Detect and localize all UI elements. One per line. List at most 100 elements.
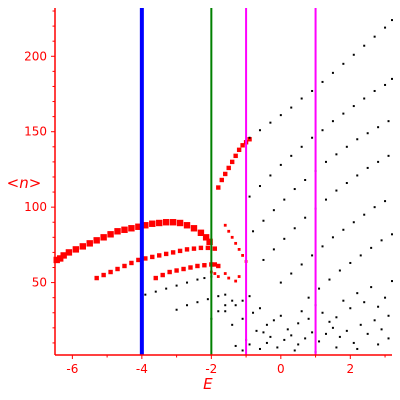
data-point <box>279 114 282 117</box>
data-point <box>100 234 107 241</box>
data-point <box>363 97 366 100</box>
data-point <box>223 272 227 275</box>
data-point <box>265 341 268 344</box>
data-point <box>304 216 307 219</box>
data-point <box>262 331 265 334</box>
data-point <box>272 248 275 251</box>
data-point <box>252 311 255 314</box>
data-point <box>300 263 303 266</box>
data-point <box>65 249 73 256</box>
data-point <box>363 44 366 47</box>
x-axis-title: E <box>203 375 213 393</box>
data-point <box>183 222 191 229</box>
data-point <box>136 257 141 263</box>
data-point <box>237 247 241 251</box>
data-point <box>175 308 178 311</box>
vertical-reference-lines <box>139 8 317 355</box>
data-point <box>224 304 227 307</box>
data-point <box>377 160 380 163</box>
data-point <box>248 343 251 346</box>
y-tick-label: 50 <box>32 276 47 290</box>
ticks: -6 -4 -2 0 2 50 100 150 200 <box>24 10 386 376</box>
data-point <box>321 129 324 132</box>
data-point <box>272 319 275 322</box>
data-point <box>384 296 387 299</box>
data-point <box>290 334 293 337</box>
data-point <box>234 241 238 245</box>
data-point <box>216 263 221 269</box>
data-point <box>205 245 211 251</box>
data-point <box>269 174 272 177</box>
data-point <box>300 145 303 148</box>
data-point <box>366 166 369 169</box>
x-tick-label: 0 <box>277 362 285 376</box>
data-point <box>241 317 244 320</box>
data-point <box>331 236 334 239</box>
data-point <box>349 261 352 264</box>
data-point <box>335 153 338 156</box>
data-point <box>356 138 359 141</box>
data-point <box>279 314 282 317</box>
data-point <box>195 263 200 269</box>
data-point <box>226 165 231 171</box>
data-point <box>154 290 157 293</box>
data-point <box>234 279 238 283</box>
data-point <box>293 188 296 191</box>
data-point <box>359 254 362 257</box>
data-point <box>162 219 170 226</box>
data-point <box>219 177 224 183</box>
data-point <box>321 80 324 83</box>
data-point <box>286 328 289 331</box>
data-point <box>380 328 383 331</box>
data-point <box>391 77 393 80</box>
data-point <box>234 304 237 307</box>
data-point <box>234 344 237 347</box>
data-point <box>387 314 390 317</box>
data-point <box>115 266 120 272</box>
data-point <box>304 178 307 181</box>
data-point <box>331 120 334 123</box>
data-point <box>217 295 220 298</box>
data-point <box>331 71 334 74</box>
data-point <box>304 337 307 340</box>
axes <box>54 8 392 356</box>
data-point <box>265 323 268 326</box>
data-point <box>345 329 348 332</box>
data-point <box>311 254 314 257</box>
data-point <box>283 237 286 240</box>
data-point <box>223 171 228 177</box>
data-point <box>241 299 244 302</box>
data-point <box>156 219 163 227</box>
x-tick-label: 2 <box>346 362 354 376</box>
data-point <box>290 106 293 109</box>
data-point <box>307 296 310 299</box>
data-point <box>184 247 190 252</box>
data-point <box>366 332 369 335</box>
data-point <box>121 226 128 233</box>
data-point <box>86 240 93 247</box>
data-point <box>338 269 341 272</box>
data-point <box>160 272 165 278</box>
data-point <box>230 235 234 239</box>
data-point <box>150 254 155 260</box>
data-point <box>128 225 135 232</box>
data-point <box>107 231 114 238</box>
data-point <box>377 126 380 129</box>
data-point <box>290 154 293 157</box>
data-point <box>196 278 199 281</box>
data-point <box>129 260 134 266</box>
data-point <box>335 316 338 319</box>
data-point <box>384 83 387 86</box>
data-point <box>272 209 275 212</box>
data-point <box>72 246 80 253</box>
data-point <box>349 307 352 310</box>
data-point <box>311 89 314 92</box>
data-point <box>373 35 376 38</box>
data-point <box>359 323 362 326</box>
data-point <box>370 246 373 249</box>
data-point <box>202 263 207 268</box>
data-point <box>248 195 251 198</box>
data-point <box>233 153 238 159</box>
x-tick-label: -6 <box>66 362 78 376</box>
